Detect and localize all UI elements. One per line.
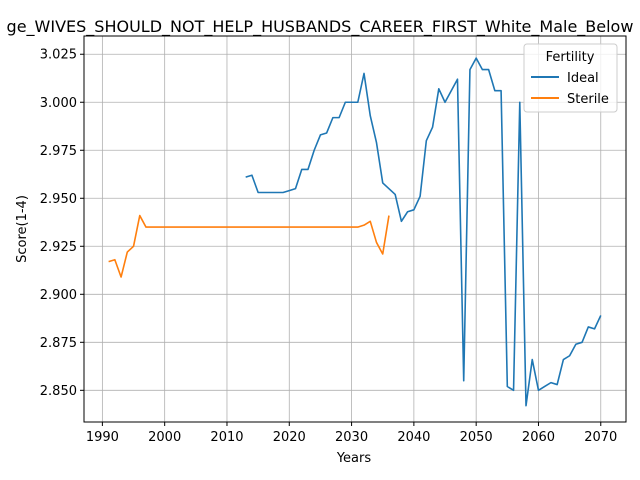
legend-title: Fertility (546, 50, 595, 65)
chart-title: ge_WIVES_SHOULD_NOT_HELP_HUSBANDS_CAREER… (7, 17, 634, 37)
plot-lines (108, 57, 602, 407)
y-tick-label: 2.875 (40, 336, 77, 351)
y-tick-label: 2.900 (40, 288, 77, 303)
series-line-sterile (108, 214, 390, 278)
y-axis-label: Score(1-4) (15, 195, 30, 263)
legend-entry-sterile: Sterile (567, 92, 609, 107)
legend-box (523, 43, 618, 113)
x-tick-label: 2070 (584, 430, 617, 445)
y-tick-label: 2.925 (40, 240, 77, 255)
x-tick-label: 2050 (460, 430, 493, 445)
legend: Fertility Ideal Sterile (523, 43, 618, 113)
axis-ticks: 1990 2000 2010 2020 2030 2040 2050 2060 2070 2.85… (40, 48, 618, 445)
legend-entry-ideal: Ideal (567, 71, 599, 86)
x-tick-label: 2000 (148, 430, 181, 445)
x-tick-label: 2020 (273, 430, 306, 445)
x-tick-label: 2060 (522, 430, 555, 445)
y-tick-label: 3.025 (40, 48, 77, 63)
series-line-ideal (245, 57, 602, 407)
x-tick-label: 2030 (335, 430, 368, 445)
x-tick-label: 2010 (210, 430, 243, 445)
grid (84, 36, 626, 422)
y-tick-label: 2.950 (40, 192, 77, 207)
y-tick-label: 2.975 (40, 144, 77, 159)
y-tick-label: 3.000 (40, 96, 77, 111)
x-tick-label: 1990 (86, 430, 119, 445)
plot-frame (83, 35, 627, 423)
x-axis-label: Years (336, 451, 372, 466)
y-tick-label: 2.850 (40, 384, 77, 399)
x-tick-label: 2040 (397, 430, 430, 445)
